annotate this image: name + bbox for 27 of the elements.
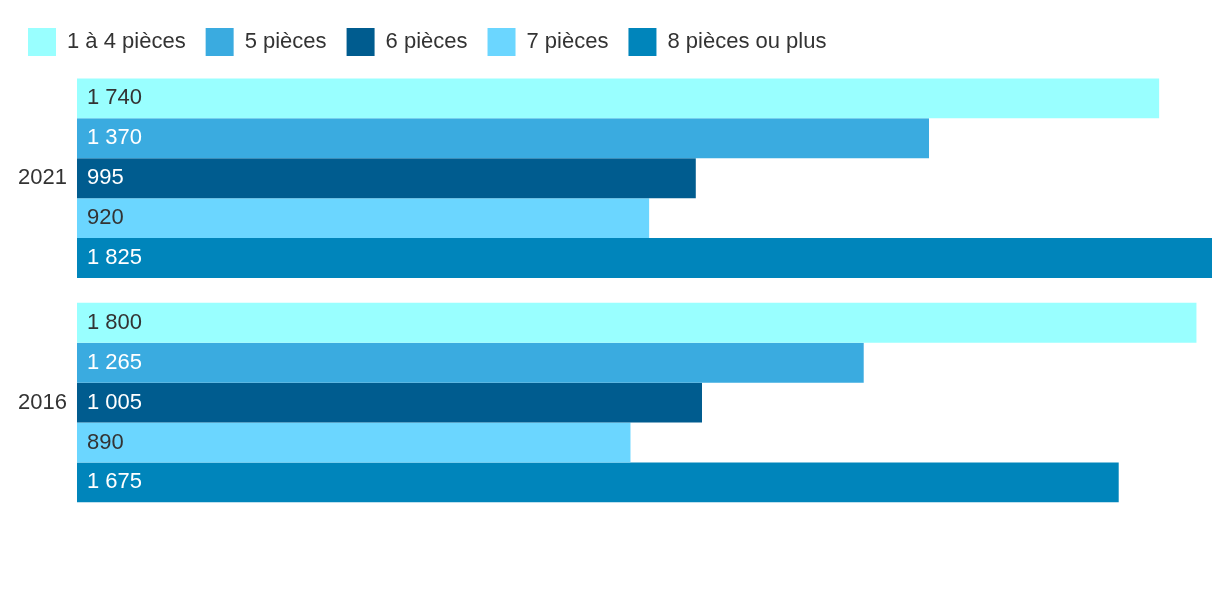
legend-label: 1 à 4 pièces [67, 28, 186, 54]
data-label: 995 [86, 164, 124, 190]
bar [76, 382, 702, 423]
data-label: 890 [86, 428, 124, 454]
y-tick-label: 2016 [17, 388, 67, 414]
data-label: 1 675 [86, 468, 142, 494]
legend-label: 6 pièces [385, 28, 468, 54]
legend-label: 5 pièces [244, 28, 327, 54]
data-label: 1 370 [86, 124, 142, 150]
y-tick-label: 2021 [17, 164, 67, 190]
data-label: 1 825 [86, 244, 142, 270]
data-label: 1 265 [86, 348, 142, 374]
legend-label: 7 pièces [526, 28, 609, 54]
data-label: 1 800 [86, 308, 142, 334]
bar [76, 118, 930, 159]
data-label: 1 005 [86, 388, 142, 414]
bar [76, 198, 650, 239]
bar [76, 422, 631, 463]
bar [76, 462, 1119, 503]
data-label: 920 [86, 204, 124, 230]
bar [76, 342, 864, 383]
bar [76, 158, 696, 199]
legend-label: 8 pièces ou plus [667, 28, 827, 54]
data-label: 1 740 [86, 84, 142, 110]
bar [76, 238, 1212, 278]
bar [76, 78, 1160, 119]
bar [76, 302, 1197, 343]
